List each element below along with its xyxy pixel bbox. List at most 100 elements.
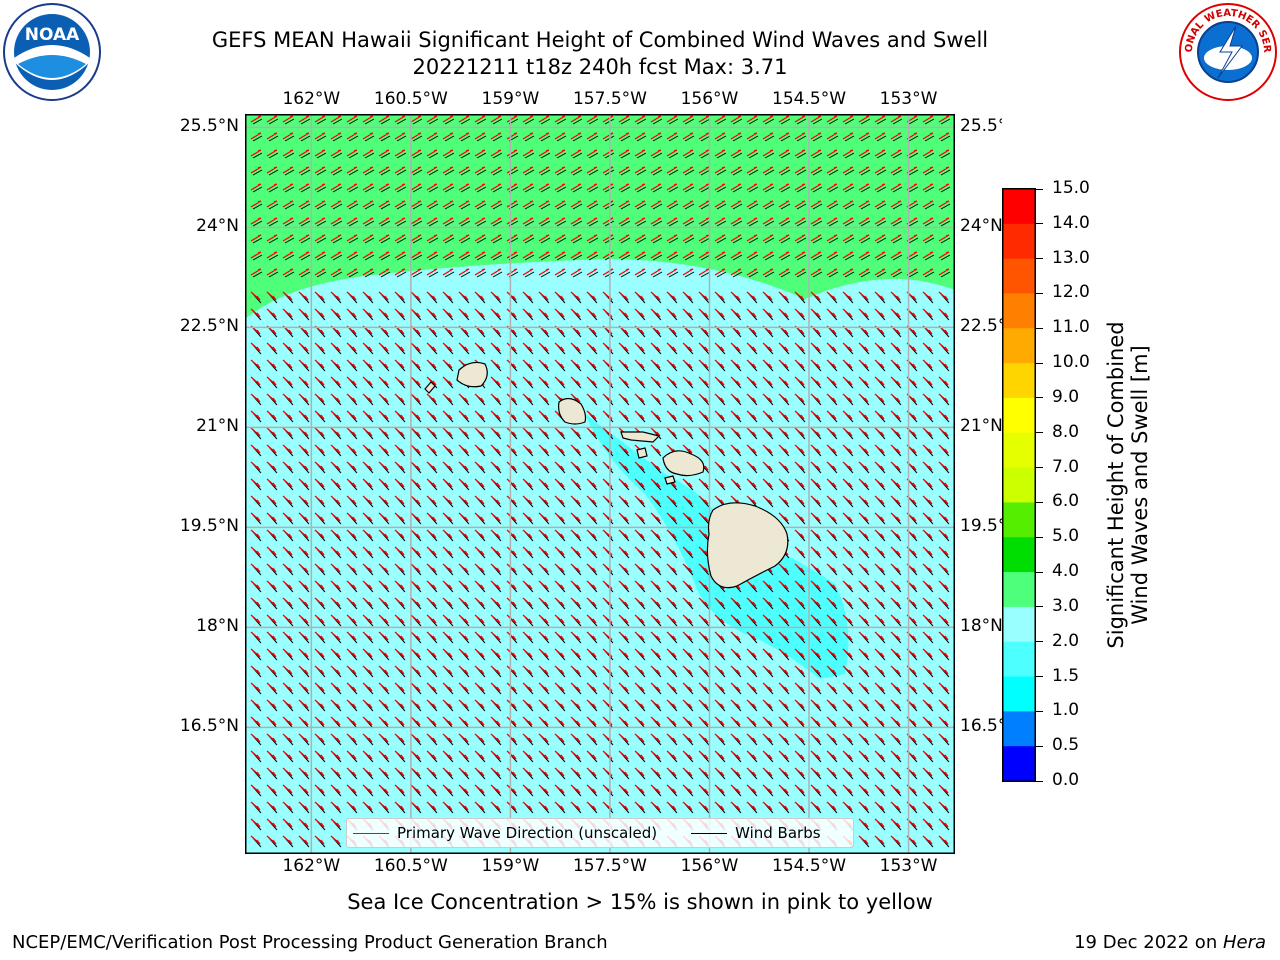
colorbar-segment — [1003, 432, 1035, 469]
colorbar-tick-label: 10.0 — [1052, 352, 1090, 373]
colorbar-segment — [1003, 258, 1035, 294]
colorbar-tick-mark — [1036, 536, 1043, 538]
colorbar-tick-label: 8.0 — [1052, 421, 1080, 442]
noaa-logo: NOAA — [2, 2, 102, 102]
colorbar-tick-mark — [1036, 292, 1043, 294]
colorbar-tick-label: 1.0 — [1052, 700, 1080, 721]
date-host: Hera — [1222, 932, 1266, 953]
colorbar-tick-label: 0.5 — [1052, 735, 1080, 756]
colorbar-segment — [1003, 397, 1035, 434]
colorbar-tick-label: 15.0 — [1052, 178, 1090, 198]
colorbar-segment — [1003, 467, 1035, 503]
lat-tick-left: 25.5°N — [179, 116, 239, 137]
lat-tick-right: 24°N — [960, 216, 1002, 237]
colorbar-segment — [1003, 641, 1035, 678]
legend-wave-swatch — [353, 832, 389, 834]
island-kauai — [456, 361, 488, 388]
colorbar-tick-mark — [1036, 780, 1043, 782]
colorbar-segment — [1003, 711, 1035, 747]
lon-tick-bottom: 159°W — [481, 856, 540, 876]
colorbar-tick-mark — [1036, 223, 1043, 225]
colorbar — [1002, 188, 1036, 782]
colorbar-segment — [1003, 676, 1035, 712]
lon-tick-top: 156°W — [680, 89, 739, 109]
colorbar-tick-label: 7.0 — [1052, 456, 1080, 477]
colorbar-tick-mark — [1036, 710, 1043, 712]
map-frame — [245, 114, 955, 854]
lon-tick-bottom: 153°W — [879, 856, 938, 876]
colorbar-tick-mark — [1036, 571, 1043, 573]
lon-tick-top: 160.5°W — [373, 89, 448, 109]
date-prefix: 19 Dec 2022 on — [1074, 932, 1223, 953]
lon-tick-top: 154.5°W — [772, 89, 847, 109]
colorbar-tick-mark — [1036, 467, 1043, 469]
colorbar-segment — [1003, 572, 1035, 608]
colorbar-tick-mark — [1036, 327, 1043, 329]
colorbar-tick-label: 12.0 — [1052, 282, 1090, 303]
date-footer: 19 Dec 2022 on Hera — [1074, 932, 1266, 953]
colorbar-tick-mark — [1036, 606, 1043, 608]
lon-tick-top: 159°W — [481, 89, 540, 109]
colorbar-tick-mark — [1036, 501, 1043, 503]
colorbar-tick-mark — [1036, 188, 1043, 190]
noaa-logo-text: NOAA — [25, 25, 80, 45]
lat-tick-right: 25.5°N — [960, 116, 1002, 137]
colorbar-tick-mark — [1036, 676, 1043, 678]
lon-tick-bottom: 156°W — [680, 856, 739, 876]
legend-wind-barbs: Wind Barbs — [685, 824, 821, 842]
island-hawaii — [706, 502, 789, 589]
colorbar-segment — [1003, 328, 1035, 364]
colorbar-segment — [1003, 502, 1035, 538]
colorbar-tick-label: 0.0 — [1052, 770, 1080, 790]
colorbar-tick-mark — [1036, 432, 1043, 434]
colorbar-tick-mark — [1036, 397, 1043, 399]
island-molokai — [620, 431, 661, 443]
colorbar-segment — [1003, 606, 1035, 643]
colorbar-tick-label: 1.5 — [1052, 665, 1080, 686]
lat-tick-left: 18°N — [196, 616, 239, 637]
islands — [424, 361, 789, 589]
lon-tick-top: 157.5°W — [572, 89, 647, 109]
colorbar-tick-mark — [1036, 641, 1043, 643]
legend-wave-label: Primary Wave Direction (unscaled) — [397, 824, 658, 842]
lon-tick-bottom: 157.5°W — [572, 856, 647, 876]
legend-wave-direction: Primary Wave Direction (unscaled) — [347, 824, 657, 842]
colorbar-segment — [1003, 223, 1035, 260]
colorbar-title-line2: Wind Waves and Swell [m] — [1128, 345, 1152, 625]
colorbar-tick-mark — [1036, 258, 1043, 260]
map-plot — [245, 114, 955, 854]
colorbar-tick-label: 9.0 — [1052, 386, 1080, 407]
colorbar-segment — [1003, 293, 1035, 329]
colorbar-tick-label: 4.0 — [1052, 561, 1080, 582]
island-maui — [662, 450, 705, 477]
lat-tick-right: 19.5°N — [960, 516, 1002, 537]
credit-footer: NCEP/EMC/Verification Post Processing Pr… — [12, 932, 608, 953]
island-lanai — [636, 447, 648, 459]
chart-title: GEFS MEAN Hawaii Significant Height of C… — [211, 28, 989, 52]
island-kahoolawe — [664, 475, 676, 485]
colorbar-segment — [1003, 746, 1035, 782]
colorbar-tick-mark — [1036, 745, 1043, 747]
island-oahu — [558, 397, 587, 425]
lat-tick-left: 22.5°N — [179, 316, 239, 337]
sea-ice-note: Sea Ice Concentration > 15% is shown in … — [347, 890, 933, 914]
lon-tick-top: 162°W — [282, 89, 341, 109]
colorbar-tick-label: 14.0 — [1052, 212, 1090, 233]
lon-tick-top: 153°W — [879, 89, 938, 109]
lat-tick-right: 22.5°N — [960, 316, 1002, 337]
lon-tick-bottom: 162°W — [282, 856, 341, 876]
lat-tick-left: 21°N — [196, 416, 239, 437]
legend-barb-swatch — [691, 832, 728, 834]
colorbar-tick-label: 3.0 — [1052, 595, 1080, 616]
colorbar-segment — [1003, 537, 1035, 573]
colorbar-tick-label: 6.0 — [1052, 491, 1080, 512]
lat-tick-right: 16.5°N — [960, 716, 1002, 737]
graticule — [245, 114, 955, 854]
island-niihau — [424, 381, 436, 394]
colorbar-segment — [1003, 189, 1035, 225]
colorbar-tick-label: 13.0 — [1052, 247, 1090, 268]
colorbar-tick-label: 11.0 — [1052, 317, 1090, 338]
lat-tick-left: 19.5°N — [179, 516, 239, 537]
colorbar-segment — [1003, 363, 1035, 399]
lat-tick-right: 18°N — [960, 616, 1002, 637]
